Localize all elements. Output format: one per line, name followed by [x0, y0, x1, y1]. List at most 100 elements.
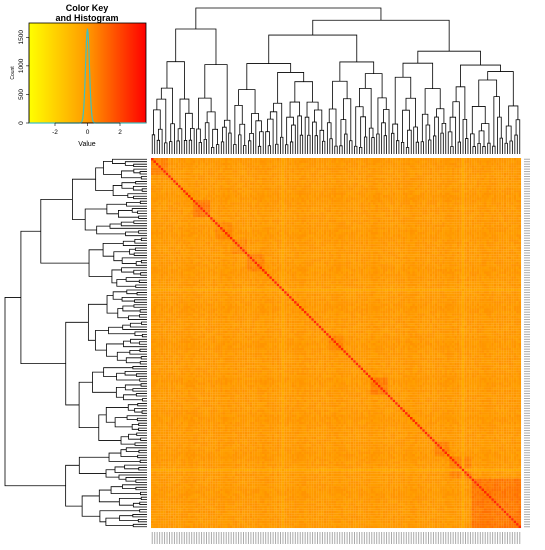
heatmap-cell: [476, 209, 480, 213]
heatmap-cell: [257, 204, 260, 208]
heatmap-cell: [175, 180, 179, 183]
heatmap-cell: [222, 192, 226, 196]
heatmap-cell: [405, 180, 408, 183]
heatmap-cell: [333, 185, 337, 188]
heatmap-cell: [205, 165, 208, 168]
heatmap-cell: [469, 160, 472, 163]
heatmap-cell: [271, 190, 275, 193]
heatmap-cell: [377, 222, 381, 225]
heatmap-cell: [405, 214, 408, 218]
heatmap-cell: [511, 212, 514, 215]
heatmap-cell: [299, 172, 302, 176]
heatmap-cell: [340, 160, 344, 163]
heatmap-cell: [373, 217, 376, 220]
heatmap-cell: [373, 180, 376, 183]
heatmap-cell: [486, 158, 489, 161]
heatmap-cell: [368, 232, 371, 235]
heatmap-cell: [225, 167, 228, 171]
heatmap-cell: [365, 227, 369, 230]
heatmap-cell: [444, 217, 448, 220]
heatmap-cell: [439, 158, 443, 161]
heatmap-cell: [328, 158, 332, 161]
heatmap-cell: [417, 190, 420, 193]
heatmap-cell: [365, 187, 369, 191]
heatmap-cell: [370, 217, 374, 220]
heatmap-cell: [217, 158, 221, 161]
heatmap-cell: [294, 209, 297, 213]
heatmap-cell: [217, 199, 221, 203]
heatmap-cell: [274, 229, 277, 233]
heatmap-cell: [348, 170, 351, 173]
heatmap-cell: [355, 182, 359, 186]
heatmap-cell: [301, 158, 304, 161]
heatmap-cell: [410, 175, 413, 178]
heatmap-cell: [163, 195, 166, 198]
heatmap-cell: [373, 227, 376, 230]
heatmap-cell: [276, 172, 280, 176]
heatmap-cell: [434, 192, 438, 196]
heatmap-cell: [311, 217, 314, 220]
heatmap-cell: [259, 204, 263, 208]
heatmap-cell: [486, 167, 489, 171]
heatmap-cell: [155, 195, 159, 198]
heatmap-cell: [225, 175, 228, 178]
heatmap-cell: [229, 158, 233, 161]
heatmap-cell: [464, 204, 467, 208]
heatmap-cell: [321, 170, 324, 173]
heatmap-cell: [402, 222, 406, 225]
heatmap-cell: [269, 219, 272, 223]
heatmap-cell: [402, 229, 406, 233]
heatmap-cell: [222, 207, 226, 210]
heatmap-cell: [333, 172, 337, 176]
heatmap-cell: [419, 199, 423, 203]
heatmap-cell: [210, 217, 213, 220]
heatmap-cell: [493, 232, 497, 235]
heatmap-cell: [437, 217, 440, 220]
heatmap-cell: [377, 175, 381, 178]
heatmap-cell: [163, 207, 166, 210]
heatmap-cell: [407, 195, 411, 198]
heatmap-cell: [321, 187, 324, 191]
heatmap-cell: [254, 177, 258, 181]
heatmap-cell: [262, 172, 265, 176]
dendrogram-branch: [344, 133, 348, 154]
heatmap-cell: [476, 175, 480, 178]
heatmap-cell: [484, 172, 487, 176]
heatmap-cell: [323, 165, 327, 168]
heatmap-cell: [464, 192, 467, 196]
heatmap-cell: [266, 167, 270, 171]
heatmap-cell: [185, 214, 189, 218]
heatmap-cell: [306, 212, 309, 215]
heatmap-cell: [488, 190, 492, 193]
heatmap-cell: [498, 232, 502, 235]
heatmap-cell: [225, 199, 228, 203]
heatmap-cell: [360, 202, 364, 205]
heatmap-cell: [488, 202, 492, 205]
heatmap-cell: [518, 207, 522, 210]
heatmap-cell: [358, 177, 361, 181]
heatmap-cell: [508, 227, 512, 230]
heatmap-cell: [360, 175, 364, 178]
heatmap-cell: [429, 165, 433, 168]
heatmap-cell: [402, 165, 406, 168]
heatmap-cell: [279, 167, 282, 171]
heatmap-cell: [244, 217, 248, 220]
heatmap-cell: [276, 185, 280, 188]
heatmap-cell: [190, 195, 193, 198]
heatmap-cell: [400, 219, 403, 223]
heatmap-cell: [427, 207, 430, 210]
heatmap-cell: [506, 187, 509, 191]
heatmap-cell: [212, 195, 216, 198]
heatmap-cell: [247, 165, 250, 168]
heatmap-cell: [188, 190, 191, 193]
heatmap-cell: [192, 224, 196, 228]
dendrogram-branch: [133, 168, 147, 174]
heatmap-cell: [501, 190, 504, 193]
heatmap-cell: [237, 165, 240, 168]
heatmap-cell: [336, 180, 339, 183]
heatmap-cell: [155, 172, 159, 176]
heatmap-cell: [175, 172, 179, 176]
heatmap-cell: [281, 199, 285, 203]
heatmap-cell: [466, 219, 470, 223]
heatmap-cell: [476, 219, 480, 223]
